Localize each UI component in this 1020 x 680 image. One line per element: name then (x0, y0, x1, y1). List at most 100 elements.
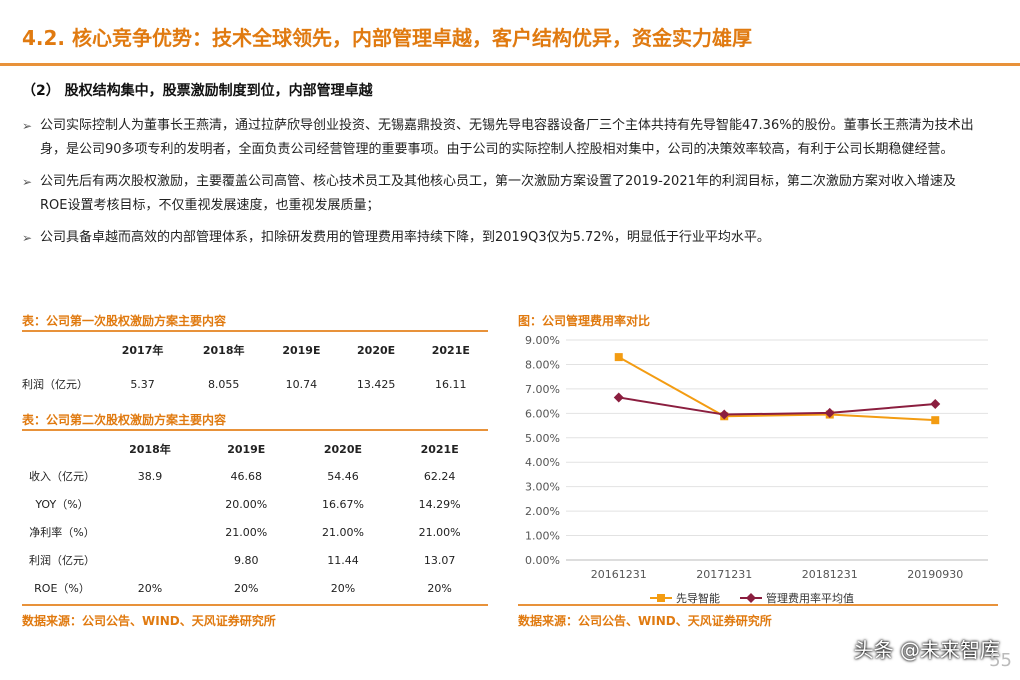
table-cell: 21.00% (321, 525, 364, 539)
table-source-note: 数据来源：公司公告、WIND、天风证券研究所 (22, 614, 276, 628)
table-cell: 20% (137, 581, 163, 595)
table2: 2018年 2019E 2020E 2021E 收入（亿元） 38.9 46.6… (22, 436, 488, 602)
table-cell: ROE（%） (34, 582, 90, 595)
legend-label: 先导智能 (676, 591, 720, 605)
table-cell: 11.44 (327, 553, 359, 567)
table-cell: 利润（亿元） (29, 554, 95, 567)
bullet-item: ➢ 公司先后有两次股权激励，主要覆盖公司高管、核心技术员工及其他核心员工，第一次… (22, 170, 982, 218)
data-point (930, 399, 941, 410)
table-header-cell: 2020E (357, 343, 396, 357)
table-cell (102, 518, 198, 546)
table-row: 收入（亿元） 38.9 46.68 54.46 62.24 (22, 462, 488, 490)
watermark-text: 头条 @未来智库 (853, 638, 1000, 662)
table2-bottom-rule (22, 604, 488, 606)
table-row: 利润（亿元） 5.37 8.055 10.74 13.425 16.11 (22, 362, 488, 406)
table-header-cell: 2020E (323, 442, 363, 456)
bullet-text: 公司具备卓越而高效的内部管理体系，扣除研发费用的管理费用率持续下降，到2019Q… (40, 230, 770, 245)
x-tick-label: 20161231 (591, 568, 647, 581)
chart-bottom-rule (518, 604, 998, 606)
table-header-cell (22, 436, 102, 462)
table1-caption: 表：公司第一次股权激励方案主要内容 (22, 314, 227, 328)
chart-caption: 图：公司管理费用率对比 (518, 314, 651, 328)
table-cell: 5.37 (130, 377, 155, 391)
data-point (719, 409, 730, 420)
table-cell: 收入（亿元） (29, 470, 95, 483)
y-tick-label: 2.00% (525, 505, 560, 518)
table-row: ROE（%） 20% 20% 20% 20% (22, 574, 488, 602)
table-header-cell: 2018年 (202, 344, 245, 357)
bullet-item: ➢ 公司具备卓越而高效的内部管理体系，扣除研发费用的管理费用率持续下降，到201… (22, 226, 982, 250)
table-header-cell: 2019E (282, 343, 321, 357)
legend-item: 管理费用率平均值 (740, 591, 854, 605)
section-subtitle: （2） 股权结构集中，股票激励制度到位，内部管理卓越 (22, 83, 373, 99)
table-cell: 20% (330, 581, 356, 595)
table-header-row: 2017年 2018年 2019E 2020E 2021E (22, 338, 488, 362)
page-number: 55 (989, 650, 1012, 671)
y-tick-label: 6.00% (525, 407, 560, 420)
table-cell: 14.29% (418, 497, 461, 511)
y-tick-label: 3.00% (525, 481, 560, 494)
table-header-row: 2018年 2019E 2020E 2021E (22, 436, 488, 462)
table-header-cell: 2019E (227, 442, 266, 456)
x-tick-label: 20181231 (802, 568, 858, 581)
table-cell: 9.80 (234, 553, 259, 567)
table-cell (102, 490, 198, 518)
table-cell: YOY（%） (35, 498, 89, 511)
table-row: 净利率（%） 21.00% 21.00% 21.00% (22, 518, 488, 546)
data-point (614, 353, 623, 362)
table-header-cell: 2021E (431, 343, 470, 357)
table2-top-rule (22, 429, 488, 431)
page-title: 4.2. 核心竞争优势：技术全球领先，内部管理卓越，客户结构优异，资金实力雄厚 (22, 26, 752, 50)
x-tick-label: 20171231 (696, 568, 752, 581)
x-tick-label: 20190930 (907, 568, 963, 581)
table-cell: 20% (427, 581, 452, 595)
bullet-text: 公司先后有两次股权激励，主要覆盖公司高管、核心技术员工及其他核心员工，第一次激励… (40, 174, 956, 213)
table-cell: 净利率（%） (29, 526, 95, 539)
table-cell: 13.07 (423, 553, 456, 567)
y-tick-label: 8.00% (525, 358, 560, 371)
table-row: 利润（亿元） 9.80 11.44 13.07 (22, 546, 488, 574)
legend-marker (746, 593, 756, 603)
table-row: YOY（%） 20.00% 16.67% 14.29% (22, 490, 488, 518)
table1: 2017年 2018年 2019E 2020E 2021E 利润（亿元） 5.3… (22, 338, 488, 406)
table-header-cell: 2017年 (121, 344, 164, 357)
series-line (618, 396, 936, 416)
chart-source-note: 数据来源：公司公告、WIND、天风证券研究所 (518, 614, 772, 628)
table1-top-rule (22, 330, 488, 332)
y-tick-label: 4.00% (525, 456, 560, 469)
table-cell: 62.24 (423, 469, 456, 483)
table-cell: 13.425 (356, 377, 396, 391)
title-divider (0, 63, 1020, 66)
data-point (613, 392, 624, 403)
table-cell: 利润（亿元） (22, 378, 88, 391)
table-cell: 10.74 (285, 377, 318, 391)
bullet-item: ➢ 公司实际控制人为董事长王燕清，通过拉萨欣导创业投资、无锡嘉鼎投资、无锡先导电… (22, 114, 982, 162)
arrow-bullet-icon: ➢ (22, 231, 33, 245)
legend-marker (657, 594, 665, 602)
y-tick-label: 5.00% (525, 432, 560, 445)
table-cell: 8.055 (207, 377, 240, 391)
table-header-cell (22, 338, 102, 362)
line-chart: 0.00% 1.00% 2.00% 3.00% 4.00% 5.00% 6.00% 7.00%… (525, 334, 988, 605)
arrow-bullet-icon: ➢ (22, 119, 33, 133)
y-tick-label: 1.00% (525, 530, 560, 543)
table-cell: 20% (234, 581, 259, 595)
table-header-cell: 2021E (420, 442, 459, 456)
data-point (931, 416, 940, 425)
table-cell: 54.46 (327, 469, 359, 483)
bullet-text: 公司实际控制人为董事长王燕清，通过拉萨欣导创业投资、无锡嘉鼎投资、无锡先导电容器… (40, 118, 974, 157)
table-header-cell: 2018年 (129, 443, 171, 456)
table-cell: 38.9 (137, 469, 163, 483)
table-cell (102, 546, 198, 574)
table-cell: 21.00% (225, 525, 268, 539)
table-cell: 46.68 (230, 469, 263, 483)
legend-label: 管理费用率平均值 (766, 591, 854, 605)
y-tick-label: 7.00% (525, 383, 560, 396)
y-tick-label: 9.00% (525, 334, 560, 347)
table-cell: 21.00% (418, 525, 461, 539)
data-point (824, 407, 835, 418)
legend-item: 先导智能 (650, 591, 720, 605)
bullet-list: ➢ 公司实际控制人为董事长王燕清，通过拉萨欣导创业投资、无锡嘉鼎投资、无锡先导电… (22, 114, 982, 258)
y-tick-label: 0.00% (525, 554, 560, 567)
table-cell: 16.11 (435, 377, 467, 391)
